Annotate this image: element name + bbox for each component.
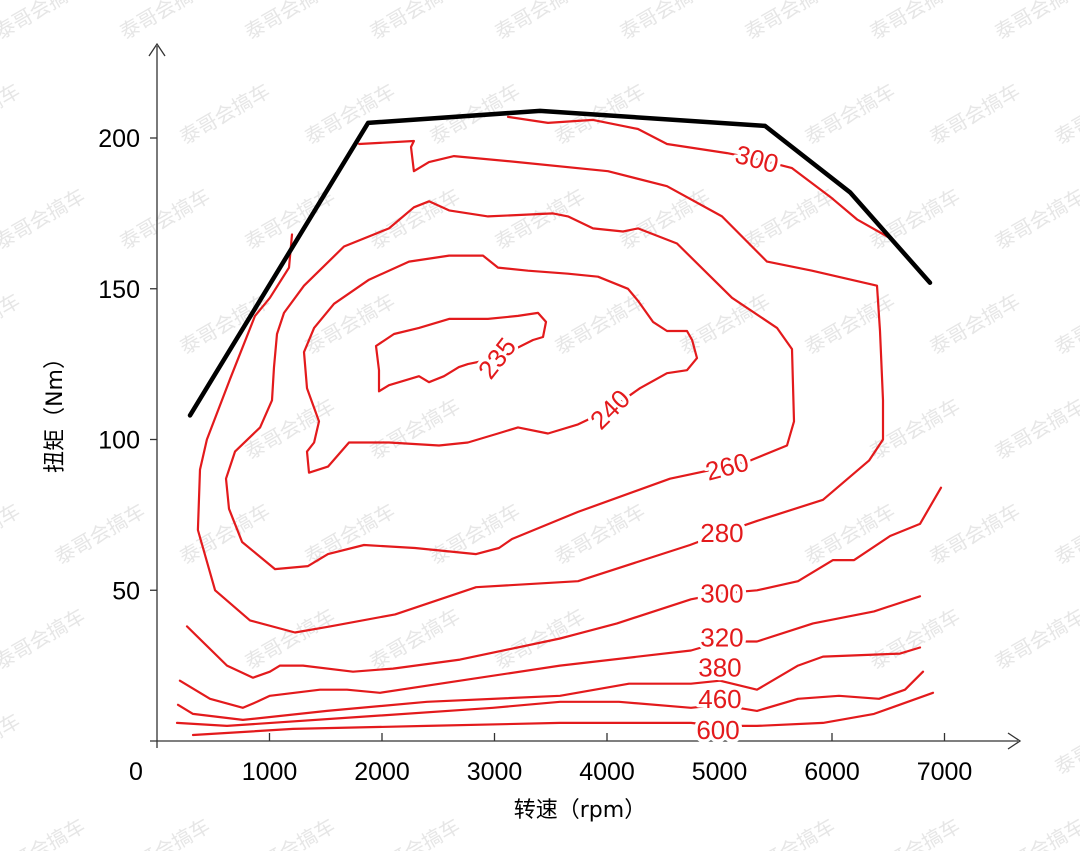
x-tick-label: 2000 — [354, 758, 410, 786]
watermark-text: 泰哥会搞车 — [991, 394, 1080, 465]
watermark-text: 泰哥会搞车 — [0, 79, 24, 150]
watermark-text: 泰哥会搞车 — [991, 0, 1080, 44]
watermark-text: 泰哥会搞车 — [176, 79, 275, 150]
contour-line-320 — [178, 595, 922, 709]
x-tick-label: 3000 — [467, 758, 523, 786]
watermark-text: 泰哥会搞车 — [0, 814, 89, 851]
watermark-text: 泰哥会搞车 — [741, 184, 840, 255]
watermark-text: 泰哥会搞车 — [991, 814, 1080, 851]
contour-line-380 — [176, 646, 922, 722]
watermark-text: 泰哥会搞车 — [801, 79, 900, 150]
full-load-torque-line — [187, 108, 933, 418]
watermark-text: 泰哥会搞车 — [926, 499, 1025, 570]
contour-label-380: 380 — [698, 653, 741, 683]
y-tick-label: 50 — [112, 577, 140, 605]
watermark-text: 泰哥会搞车 — [741, 0, 840, 44]
watermark-text: 泰哥会搞车 — [241, 0, 340, 44]
contour-lines — [175, 115, 943, 737]
x-tick-label: 0 — [129, 758, 143, 786]
watermark-text: 泰哥会搞车 — [0, 289, 24, 360]
x-tick-label: 7000 — [917, 758, 973, 786]
contour-line-235 — [374, 311, 548, 393]
watermark-text: 泰哥会搞车 — [551, 289, 650, 360]
axis-ticks: 0 1000 2000 3000 4000 5000 6000 7000 50 100 150 200 — [98, 125, 972, 786]
watermark-text: 泰哥会搞车 — [676, 289, 775, 360]
watermark-text: 泰哥会搞车 — [991, 184, 1080, 255]
y-tick-label: 200 — [98, 125, 140, 153]
contour-label-280: 280 — [700, 518, 743, 548]
x-axis-title: 转速（rpm） — [514, 798, 646, 823]
watermark-text: 泰哥会搞车 — [866, 814, 965, 851]
watermark-text: 泰哥会搞车 — [616, 0, 715, 44]
watermark-text: 泰哥会搞车 — [926, 289, 1025, 360]
watermark-text: 泰哥会搞车 — [1051, 709, 1080, 780]
watermark-text: 泰哥会搞车 — [866, 0, 965, 44]
watermark-text: 泰哥会搞车 — [301, 499, 400, 570]
watermark-text: 泰哥会搞车 — [0, 709, 24, 780]
contour-line-600 — [191, 691, 935, 737]
watermark-text: 泰哥会搞车 — [1051, 289, 1080, 360]
contour-label-300: 300 — [732, 139, 782, 179]
watermark-text: 泰哥会搞车 — [866, 184, 965, 255]
watermark-text: 泰哥会搞车 — [366, 604, 465, 675]
watermark-text: 泰哥会搞车 — [801, 289, 900, 360]
contour-line-260 — [224, 200, 796, 571]
watermark-text: 泰哥会搞车 — [1051, 79, 1080, 150]
watermark-text: 泰哥会搞车 — [366, 394, 465, 465]
x-tick-label: 4000 — [579, 758, 635, 786]
contour-label-460: 460 — [698, 684, 741, 714]
watermark-text: 泰哥会搞车 — [491, 0, 590, 44]
x-tick-label: 5000 — [692, 758, 748, 786]
y-tick-label: 100 — [98, 427, 140, 455]
contour-line-300 — [185, 486, 943, 679]
contour-line-240 — [302, 254, 699, 474]
watermark-text: 泰哥会搞车 — [866, 394, 965, 465]
watermark-text: 泰哥会搞车 — [0, 604, 89, 675]
watermark-text: 泰哥会搞车 — [866, 604, 965, 675]
watermark-text: 泰哥会搞车 — [366, 0, 465, 44]
x-tick-label: 6000 — [804, 758, 860, 786]
contour-label-235: 235 — [472, 332, 522, 385]
watermark-text: 泰哥会搞车 — [366, 814, 465, 851]
watermark-text: 泰哥会搞车 — [426, 499, 525, 570]
watermark-text: 泰哥会搞车 — [0, 499, 24, 570]
watermark-text: 泰哥会搞车 — [116, 184, 215, 255]
contour-line-280 — [196, 139, 885, 634]
watermark-text: 泰哥会搞车 — [926, 79, 1025, 150]
contour-label-600: 600 — [696, 715, 739, 745]
y-axis-arrow-icon — [148, 42, 166, 57]
contour-line-460 — [175, 670, 925, 728]
watermark-text: 泰哥会搞车 — [301, 289, 400, 360]
watermark-text: 泰哥会搞车 — [0, 184, 89, 255]
contour-line-300 — [506, 115, 891, 239]
watermark-text: 泰哥会搞车 — [116, 814, 215, 851]
x-axis — [150, 732, 1022, 750]
watermark-text: 泰哥会搞车 — [116, 0, 215, 44]
watermark-text: 泰哥会搞车 — [241, 394, 340, 465]
contour-label-320: 320 — [700, 623, 743, 653]
watermark-text: 泰哥会搞车 — [301, 79, 400, 150]
watermark-text: 泰哥会搞车 — [551, 499, 650, 570]
x-tick-label: 1000 — [242, 758, 298, 786]
watermark-text: 泰哥会搞车 — [0, 0, 89, 44]
watermark-text: 泰哥会搞车 — [801, 499, 900, 570]
watermark-text: 泰哥会搞车 — [51, 499, 150, 570]
watermark-text: 泰哥会搞车 — [741, 814, 840, 851]
full-load-curve — [187, 108, 933, 418]
contour-label-300: 300 — [700, 578, 743, 608]
watermark-text: 泰哥会搞车 — [241, 814, 340, 851]
y-axis — [148, 42, 166, 748]
watermark-text: 泰哥会搞车 — [241, 604, 340, 675]
watermark-text: 泰哥会搞车 — [991, 604, 1080, 675]
watermark-text: 泰哥会搞车 — [1051, 499, 1080, 570]
y-axis-title: 扭矩（Nm） — [43, 347, 68, 473]
contour-label-240: 240 — [584, 383, 636, 435]
watermark-text: 泰哥会搞车 — [616, 184, 715, 255]
watermark-text: 泰哥会搞车 — [366, 184, 465, 255]
y-tick-label: 150 — [98, 276, 140, 304]
x-axis-arrow-icon — [1007, 732, 1022, 750]
contour-label-260: 260 — [702, 447, 752, 487]
watermark-text: 泰哥会搞车 — [176, 499, 275, 570]
